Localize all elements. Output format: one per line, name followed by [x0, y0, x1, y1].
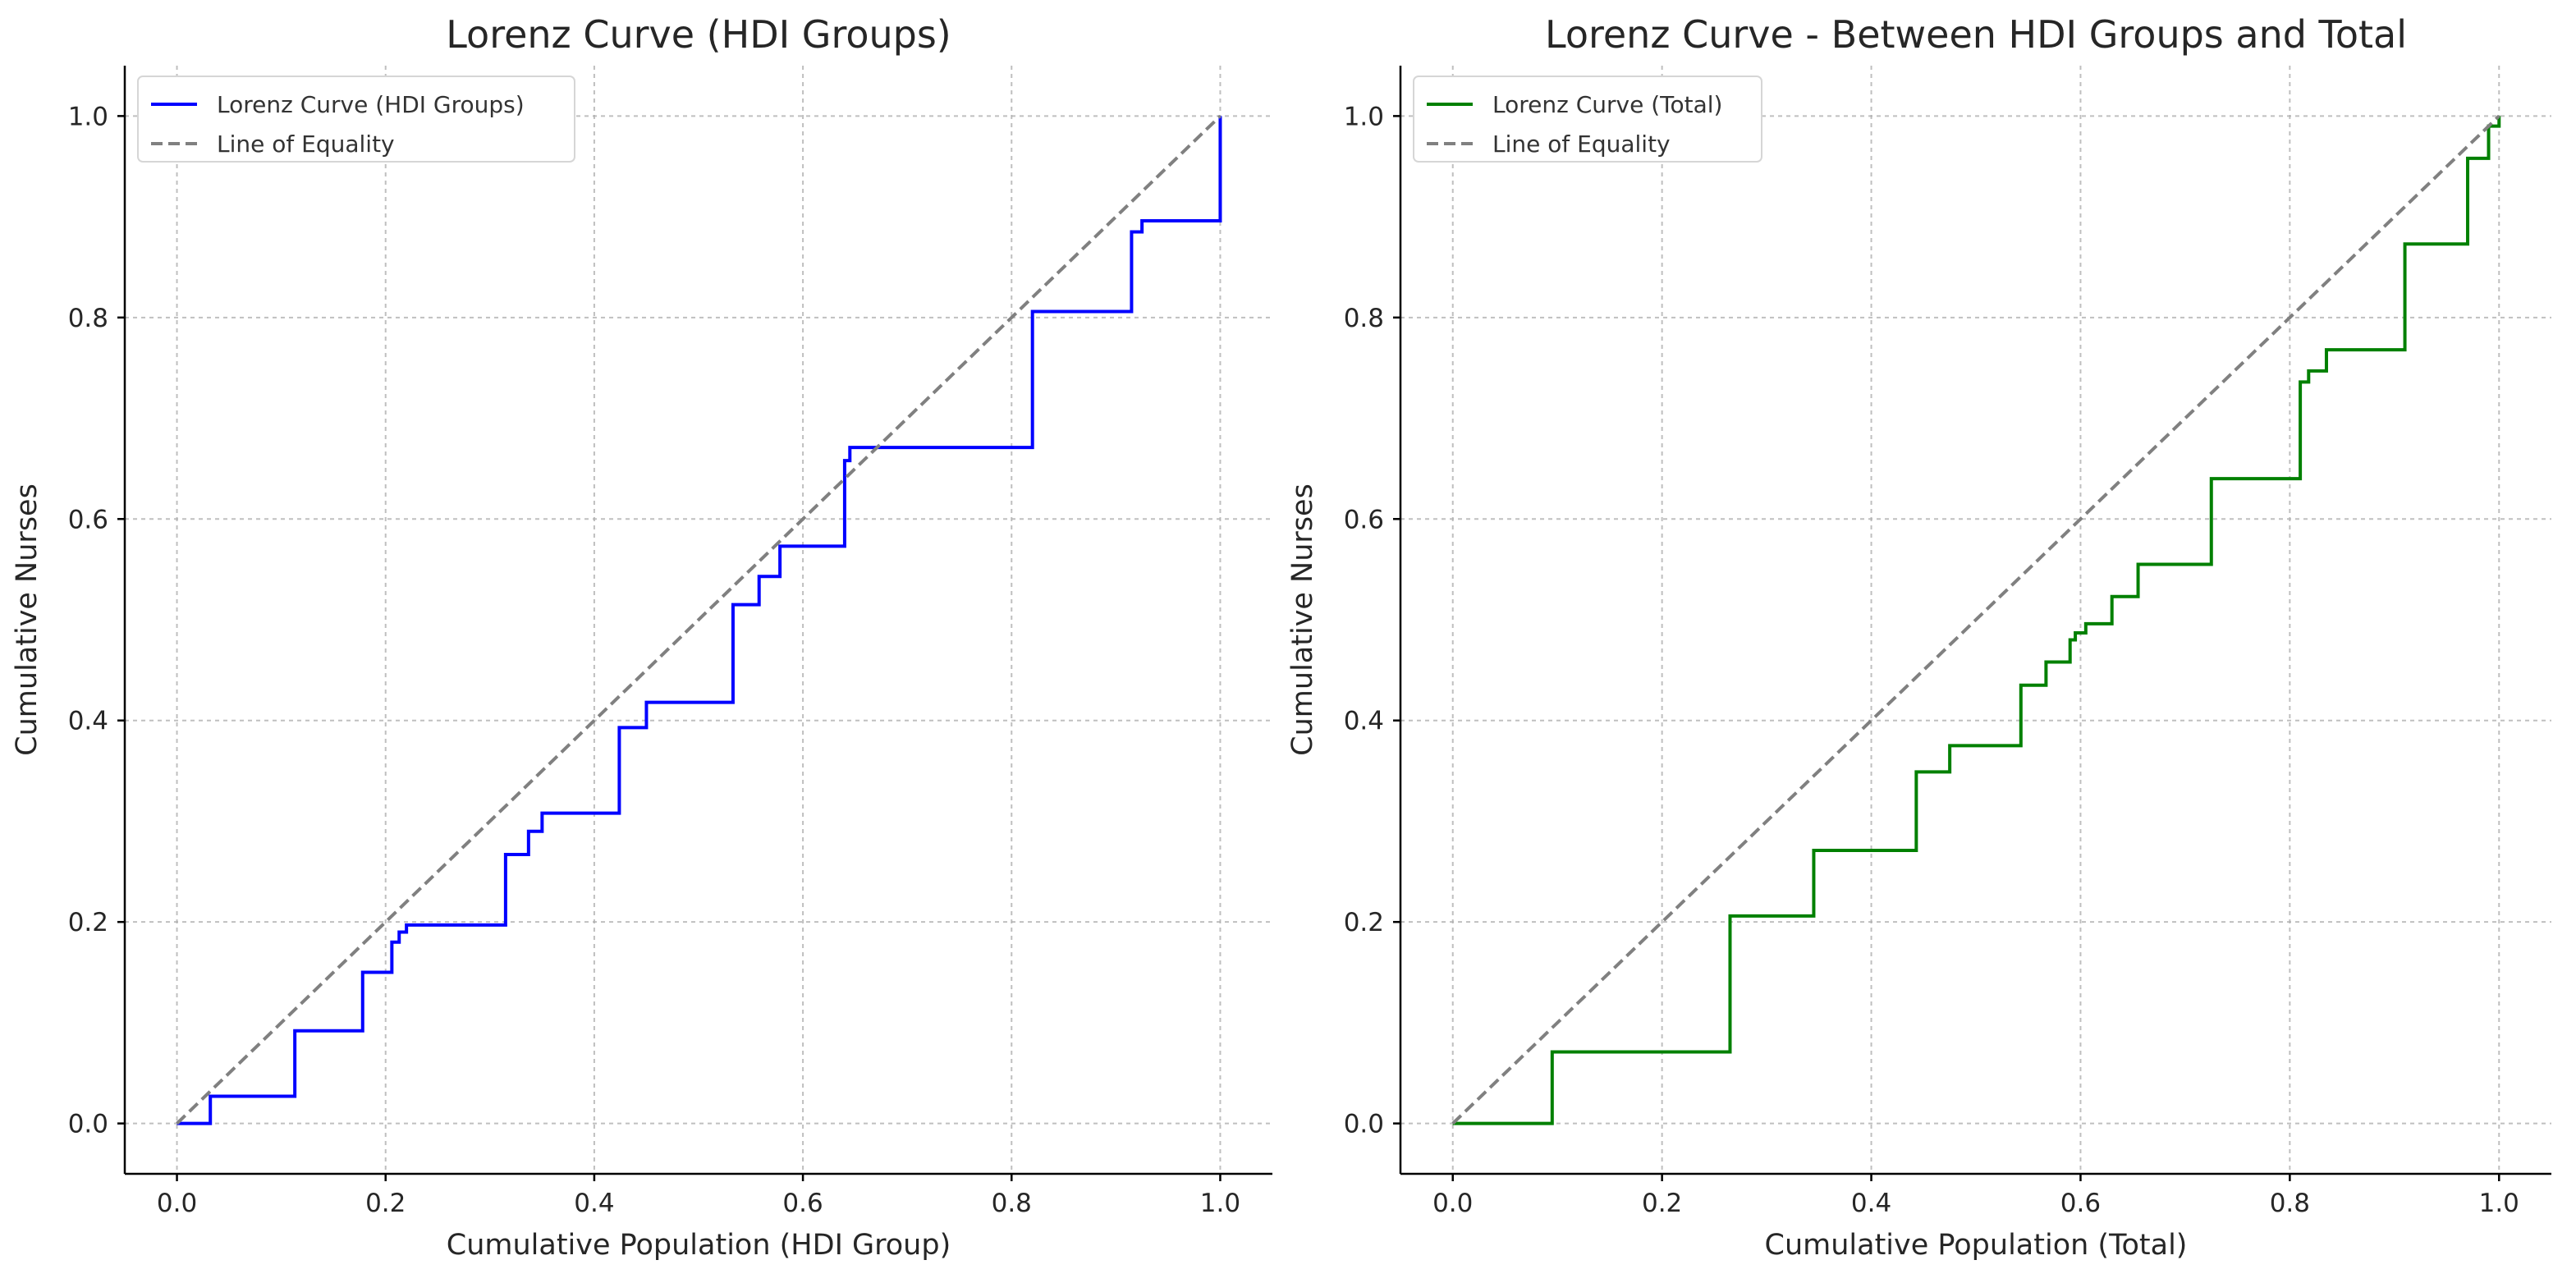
x-tick-label: 0.8	[2270, 1189, 2310, 1218]
legend: Lorenz Curve (HDI Groups) Line of Equalit…	[137, 76, 575, 163]
legend-box	[137, 76, 575, 163]
x-tick-label: 0.2	[1642, 1189, 1682, 1218]
x-tick-label: 0.8	[992, 1189, 1032, 1218]
y-tick-label: 1.0	[68, 102, 108, 131]
chart-title: Lorenz Curve - Between HDI Groups and To…	[1545, 12, 2407, 57]
y-tick-label: 0.0	[1344, 1110, 1384, 1139]
chart-title: Lorenz Curve (HDI Groups)	[446, 12, 951, 57]
y-tick-label: 0.4	[1344, 707, 1384, 736]
x-tick-label: 0.6	[782, 1189, 823, 1218]
y-tick-label: 0.6	[68, 505, 108, 534]
y-axis-label: Cumulative Nurses	[1286, 483, 1319, 756]
y-tick-label: 0.2	[68, 908, 108, 937]
legend-label: Line of Equality	[1492, 131, 1671, 158]
x-tick-label: 0.6	[2060, 1189, 2101, 1218]
chart-panel-hdi-groups: 0.0 0.2 0.4 0.6 0.8 1.0 0.0 0.2 0.4 0.6 0.8 1.0 Lore…	[11, 12, 1272, 1262]
y-tick-label: 0.2	[1344, 908, 1384, 937]
y-tick-label: 1.0	[1344, 102, 1384, 131]
chart-panel-total: 0.0 0.2 0.4 0.6 0.8 1.0 0.0 0.2 0.4 0.6 0.8 1.0 Lore…	[1286, 12, 2551, 1262]
legend: Lorenz Curve (Total) Line of Equality	[1413, 76, 1762, 163]
x-axis-label: Cumulative Population (HDI Group)	[447, 1229, 951, 1262]
x-tick-label: 0.4	[574, 1189, 614, 1218]
legend-box	[1413, 76, 1762, 163]
x-tick-label: 0.0	[1432, 1189, 1473, 1218]
legend-label: Line of Equality	[217, 131, 395, 158]
series-line-equality	[176, 114, 1222, 1125]
series-line-lorenz-total	[1452, 116, 2501, 1125]
x-tick-label: 0.2	[365, 1189, 406, 1218]
legend-label: Lorenz Curve (HDI Groups)	[217, 91, 525, 118]
x-tick-label: 0.4	[1851, 1189, 1891, 1218]
x-tick-label: 1.0	[2479, 1189, 2519, 1218]
x-axis-label: Cumulative Population (Total)	[1765, 1229, 2188, 1262]
y-axis-label: Cumulative Nurses	[11, 483, 44, 756]
x-tick-label: 0.0	[157, 1189, 197, 1218]
y-tick-label: 0.6	[1344, 505, 1384, 534]
x-tick-label: 1.0	[1200, 1189, 1240, 1218]
y-tick-label: 0.8	[1344, 304, 1384, 333]
series-line-equality	[1451, 114, 2500, 1125]
legend-label: Lorenz Curve (Total)	[1492, 91, 1722, 118]
series-line-lorenz-hdi-groups	[176, 116, 1222, 1125]
y-tick-label: 0.0	[68, 1110, 108, 1139]
y-tick-label: 0.4	[68, 707, 108, 736]
y-tick-label: 0.8	[68, 304, 108, 333]
